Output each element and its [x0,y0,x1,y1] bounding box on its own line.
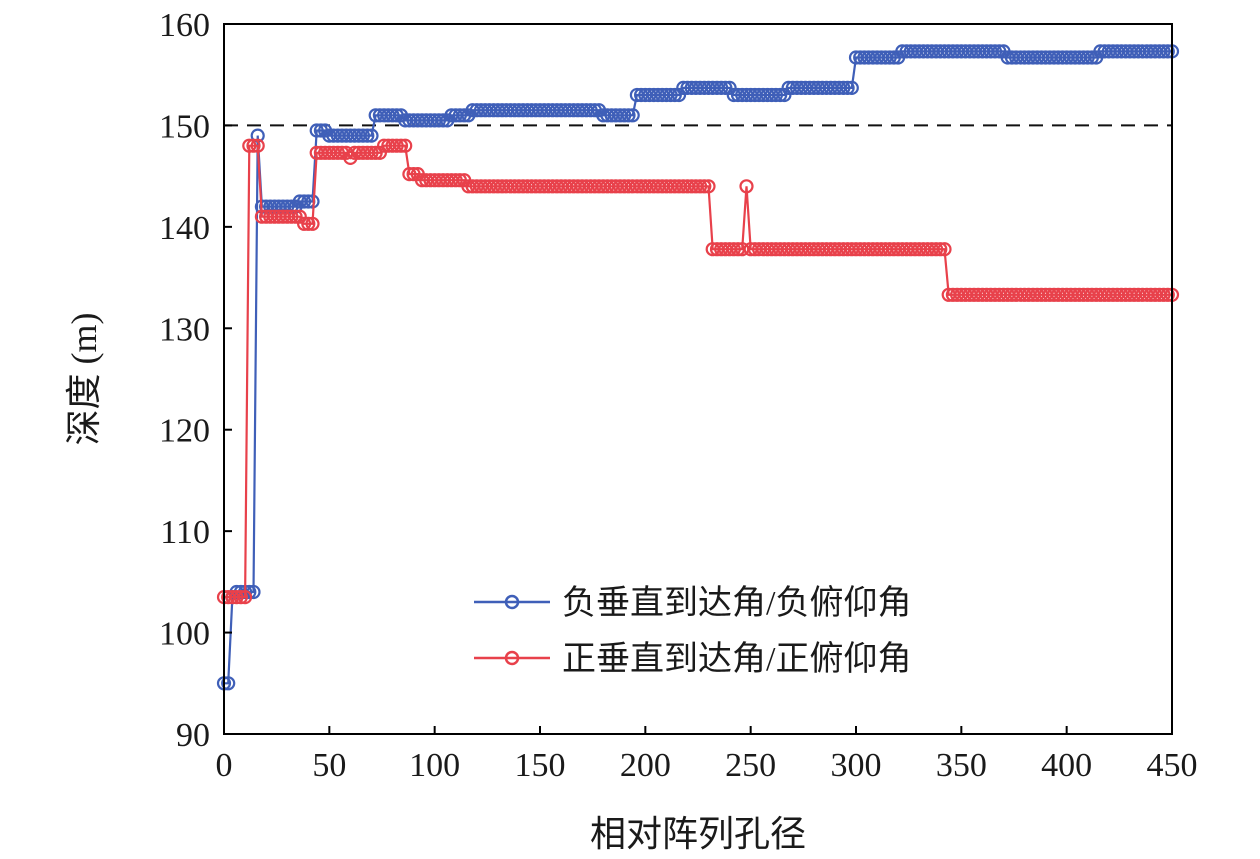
data-point [1160,44,1175,59]
y-tick-label: 90 [176,717,210,754]
data-point [1080,50,1095,65]
data-point [368,145,383,160]
data-point [330,145,345,160]
data-point [229,589,244,605]
legend-label-negative: 负垂直到达角/负俯仰角 [562,584,911,622]
data-point [233,589,248,605]
data-point [398,138,413,153]
data-point [928,242,944,257]
data-point [360,128,375,143]
y-tick-label: 100 [159,616,210,653]
data-point [284,209,299,224]
data-point [402,167,417,182]
series-line-1 [224,144,1172,599]
y-tick-label: 110 [160,514,210,551]
data-point [844,80,859,96]
data-point [372,145,387,160]
data-point [355,128,371,143]
data-point [1160,287,1175,302]
data-point [663,87,678,103]
legend: 负垂直到达角/负俯仰角 正垂直到达角/正俯仰角 [474,584,911,678]
data-point [937,242,952,257]
data-point [773,87,788,103]
x-tick-label: 200 [620,747,671,784]
data-point [1156,287,1171,302]
data-point [393,138,409,153]
plot-area [216,44,1180,691]
data-point [389,138,404,153]
data-point [692,179,708,194]
data-point [297,194,312,209]
legend-item-negative: 负垂直到达角/负俯仰角 [474,584,911,622]
data-point [364,128,379,143]
axis-ticks [223,23,1173,735]
data-point [431,113,446,128]
legend-item-positive: 正垂直到达角/正俯仰角 [474,640,911,678]
data-point [246,138,261,153]
data-point [385,108,400,123]
data-point [722,80,737,96]
data-point [238,589,253,605]
x-tick-label: 250 [725,747,776,784]
x-tick-label: 50 [312,747,346,784]
y-tick-label: 120 [159,413,210,450]
data-point [697,179,712,194]
y-tick-label: 140 [159,210,210,247]
data-point [621,108,636,123]
data-point [617,108,632,123]
data-point [718,80,733,96]
x-tick-label: 150 [515,747,566,784]
legend-label-positive: 正垂直到达角/正俯仰角 [562,640,911,678]
plot-frame [223,23,1173,735]
y-tick-label: 130 [159,311,210,348]
x-tick-label: 450 [1147,747,1198,784]
data-point [242,138,257,153]
x-axis-tick-labels: 0 50 100 150 200 250 300 350 400 450 [216,747,1198,784]
data-point [840,80,855,96]
data-point [933,242,948,257]
data-point [671,87,687,103]
data-point [221,676,236,691]
data-point [292,209,307,224]
data-point [714,80,729,96]
legend-marker-positive [504,650,520,666]
data-point [1156,44,1171,59]
x-tick-label: 100 [409,747,460,784]
x-tick-label: 0 [216,747,233,784]
y-tick-label: 160 [159,7,210,44]
data-point [739,179,754,194]
data-point [583,103,598,118]
y-axis-tick-labels: 90 100 110 120 130 140 150 160 [159,7,210,754]
data-point [309,123,324,138]
data-point [250,138,265,153]
data-point [701,179,716,194]
data-point [448,173,463,188]
data-point [301,216,316,231]
data-point [882,50,897,65]
data-point [726,242,741,257]
data-point [305,216,320,231]
data-point [297,216,312,231]
data-point [625,108,640,123]
data-point [288,209,303,224]
data-point [836,80,851,96]
data-point [364,145,379,160]
x-axis-label: 相对阵列孔径 [590,814,806,854]
x-tick-label: 350 [936,747,987,784]
data-point [452,108,467,123]
data-point [987,44,1003,59]
y-tick-label: 150 [159,108,210,145]
data-point [768,87,784,103]
x-tick-label: 400 [1041,747,1092,784]
legend-marker-negative [504,594,520,610]
series-1 [216,138,1180,605]
x-tick-label: 300 [831,747,882,784]
data-point [667,87,682,103]
y-axis-label: 深度 (m) [64,313,104,446]
data-point [777,87,792,103]
